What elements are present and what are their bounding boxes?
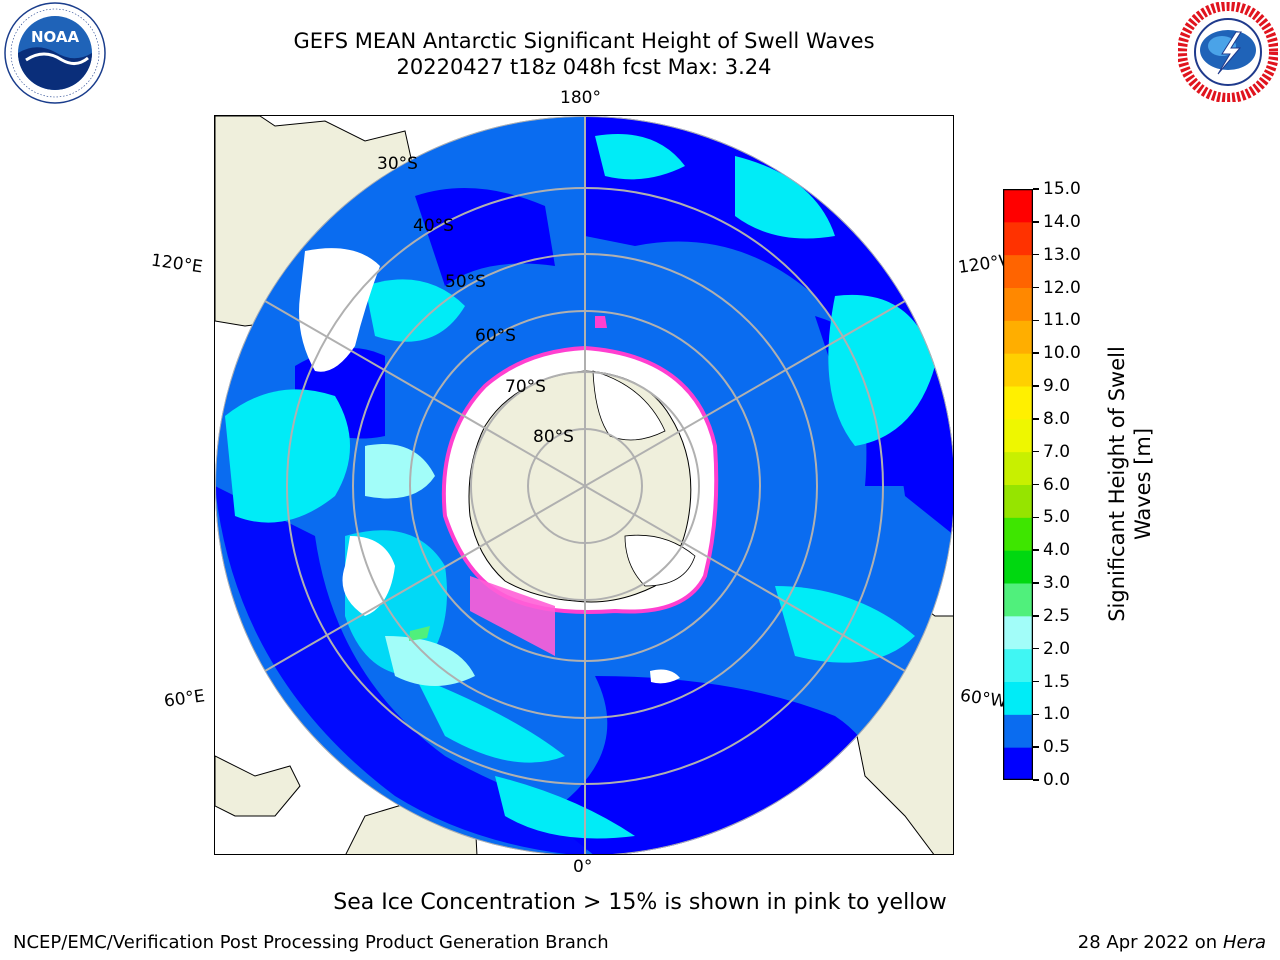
chart-title: GEFS MEAN Antarctic Significant Height o… xyxy=(293,29,875,53)
colorbar-segment xyxy=(1003,550,1033,584)
weddell-ice-shelf xyxy=(624,534,696,587)
colorbar-tick-mark xyxy=(1033,582,1039,584)
colorbar-segment xyxy=(1003,287,1033,321)
colorbar-tick-label: 13.0 xyxy=(1043,244,1081,265)
colorbar-segment xyxy=(1003,747,1033,781)
colorbar-tick-mark xyxy=(1033,483,1039,486)
colorbar-tick-label: 11.0 xyxy=(1043,310,1081,331)
lon-label-180: 180° xyxy=(560,88,601,108)
colorbar-segment xyxy=(1003,320,1033,354)
meridians xyxy=(264,116,906,854)
colorbar-tick-label: 3.0 xyxy=(1043,573,1071,593)
colorbar-segment xyxy=(1003,418,1033,453)
colorbar-tick-mark xyxy=(1033,450,1039,453)
colorbar-tick-label: 10.0 xyxy=(1043,343,1081,364)
colorbar-tick-mark xyxy=(1033,319,1039,322)
no-data-areas xyxy=(299,248,680,684)
colorbar-segment xyxy=(1003,517,1033,551)
lon-label-0: 0° xyxy=(573,857,593,877)
colorbar-tick-mark xyxy=(1033,549,1039,551)
colorbar-tick-label: 12.0 xyxy=(1043,277,1081,298)
colorbar-tick-label: 2.5 xyxy=(1043,605,1071,626)
latitude-labels: 30°S 40°S 50°S 60°S 70°S 80°S xyxy=(377,154,574,447)
colorbar-segment xyxy=(1003,648,1033,682)
colorbar-segment xyxy=(1003,484,1033,518)
colorbar-tick-mark xyxy=(1033,418,1039,420)
colorbar-tick-label: 1.5 xyxy=(1043,671,1071,692)
colorbar-tick-mark xyxy=(1033,516,1039,519)
colorbar-scale xyxy=(1002,188,1034,781)
lat-label-60s: 60°S xyxy=(475,326,516,346)
swell-peak-patch xyxy=(409,626,430,641)
colorbar-label-line2: Waves [m] xyxy=(1131,427,1155,541)
footer-date-text: 28 Apr 2022 on xyxy=(1077,932,1218,953)
lat-label-30s: 30°S xyxy=(377,154,418,174)
lat-label-80s: 80°S xyxy=(533,427,574,447)
noaa-logo: NOAA xyxy=(4,2,106,104)
colorbar-segment xyxy=(1003,714,1033,748)
colorbar-tick-label: 4.0 xyxy=(1043,540,1071,561)
colorbar-tick-label: 14.0 xyxy=(1043,211,1081,232)
colorbar-segment xyxy=(1003,189,1033,223)
polar-map: 30°S 40°S 50°S 60°S 70°S 80°S xyxy=(214,115,954,855)
colorbar xyxy=(1002,188,1034,781)
swell-high-band xyxy=(365,444,475,686)
colorbar-tick-mark xyxy=(1033,647,1039,650)
nws-logo xyxy=(1177,1,1279,103)
lat-label-70s: 70°S xyxy=(505,377,546,397)
colorbar-tick-label: 0.5 xyxy=(1043,737,1071,758)
colorbar-segment xyxy=(1003,451,1033,485)
colorbar-tick-mark xyxy=(1033,385,1039,387)
colorbar-ticks: 0.0 0.5 1.0 1.5 2.0 2.5 3.0 4.0 5.0 6.0 7.0 8.0 9.0 1… xyxy=(1033,179,1093,790)
sea-ice-caption: Sea Ice Concentration > 15% is shown in … xyxy=(333,890,947,915)
colorbar-segment xyxy=(1003,353,1033,387)
lat-label-40s: 40°S xyxy=(413,216,454,236)
noaa-logo-text: NOAA xyxy=(31,28,80,46)
colorbar-tick-mark xyxy=(1033,352,1039,354)
colorbar-tick-mark xyxy=(1033,286,1039,289)
colorbar-tick-mark xyxy=(1033,188,1039,190)
colorbar-tick-label: 8.0 xyxy=(1043,408,1071,429)
colorbar-tick-label: 2.0 xyxy=(1043,638,1071,659)
colorbar-tick-label: 0.0 xyxy=(1043,770,1071,790)
lon-label-120e: 120°E xyxy=(149,250,204,278)
footer-date: 28 Apr 2022 on Hera xyxy=(1078,932,1266,953)
colorbar-tick-label: 1.0 xyxy=(1043,704,1071,725)
colorbar-tick-mark xyxy=(1033,680,1039,683)
footer-credit: NCEP/EMC/Verification Post Processing Pr… xyxy=(13,932,609,953)
colorbar-segment xyxy=(1003,386,1033,420)
colorbar-tick-mark xyxy=(1033,746,1039,748)
colorbar-tick-mark xyxy=(1033,253,1039,256)
ross-ice-shelf xyxy=(592,370,666,441)
colorbar-label-line1: Significant Height of Swell xyxy=(1105,346,1129,622)
colorbar-tick-label: 15.0 xyxy=(1043,179,1081,199)
colorbar-border xyxy=(1002,188,1034,781)
colorbar-tick-label: 9.0 xyxy=(1043,376,1071,396)
lon-label-60e: 60°E xyxy=(162,686,207,712)
chart-subtitle: 20220427 t18z 048h fcst Max: 3.24 xyxy=(396,55,772,79)
colorbar-tick-mark xyxy=(1033,615,1039,617)
footer-host: Hera xyxy=(1222,932,1266,953)
colorbar-segment xyxy=(1003,221,1033,256)
colorbar-tick-mark xyxy=(1033,779,1039,781)
lat-label-50s: 50°S xyxy=(445,272,486,292)
lon-label-60w: 60°W xyxy=(958,685,1009,713)
colorbar-segment xyxy=(1003,583,1033,617)
colorbar-tick-label: 6.0 xyxy=(1043,474,1071,495)
colorbar-tick-mark xyxy=(1033,221,1039,223)
colorbar-tick-label: 7.0 xyxy=(1043,441,1071,462)
colorbar-segment xyxy=(1003,615,1033,650)
colorbar-segment xyxy=(1003,681,1033,715)
colorbar-tick-label: 5.0 xyxy=(1043,507,1071,528)
colorbar-segment xyxy=(1003,254,1033,288)
colorbar-tick-mark xyxy=(1033,713,1039,716)
